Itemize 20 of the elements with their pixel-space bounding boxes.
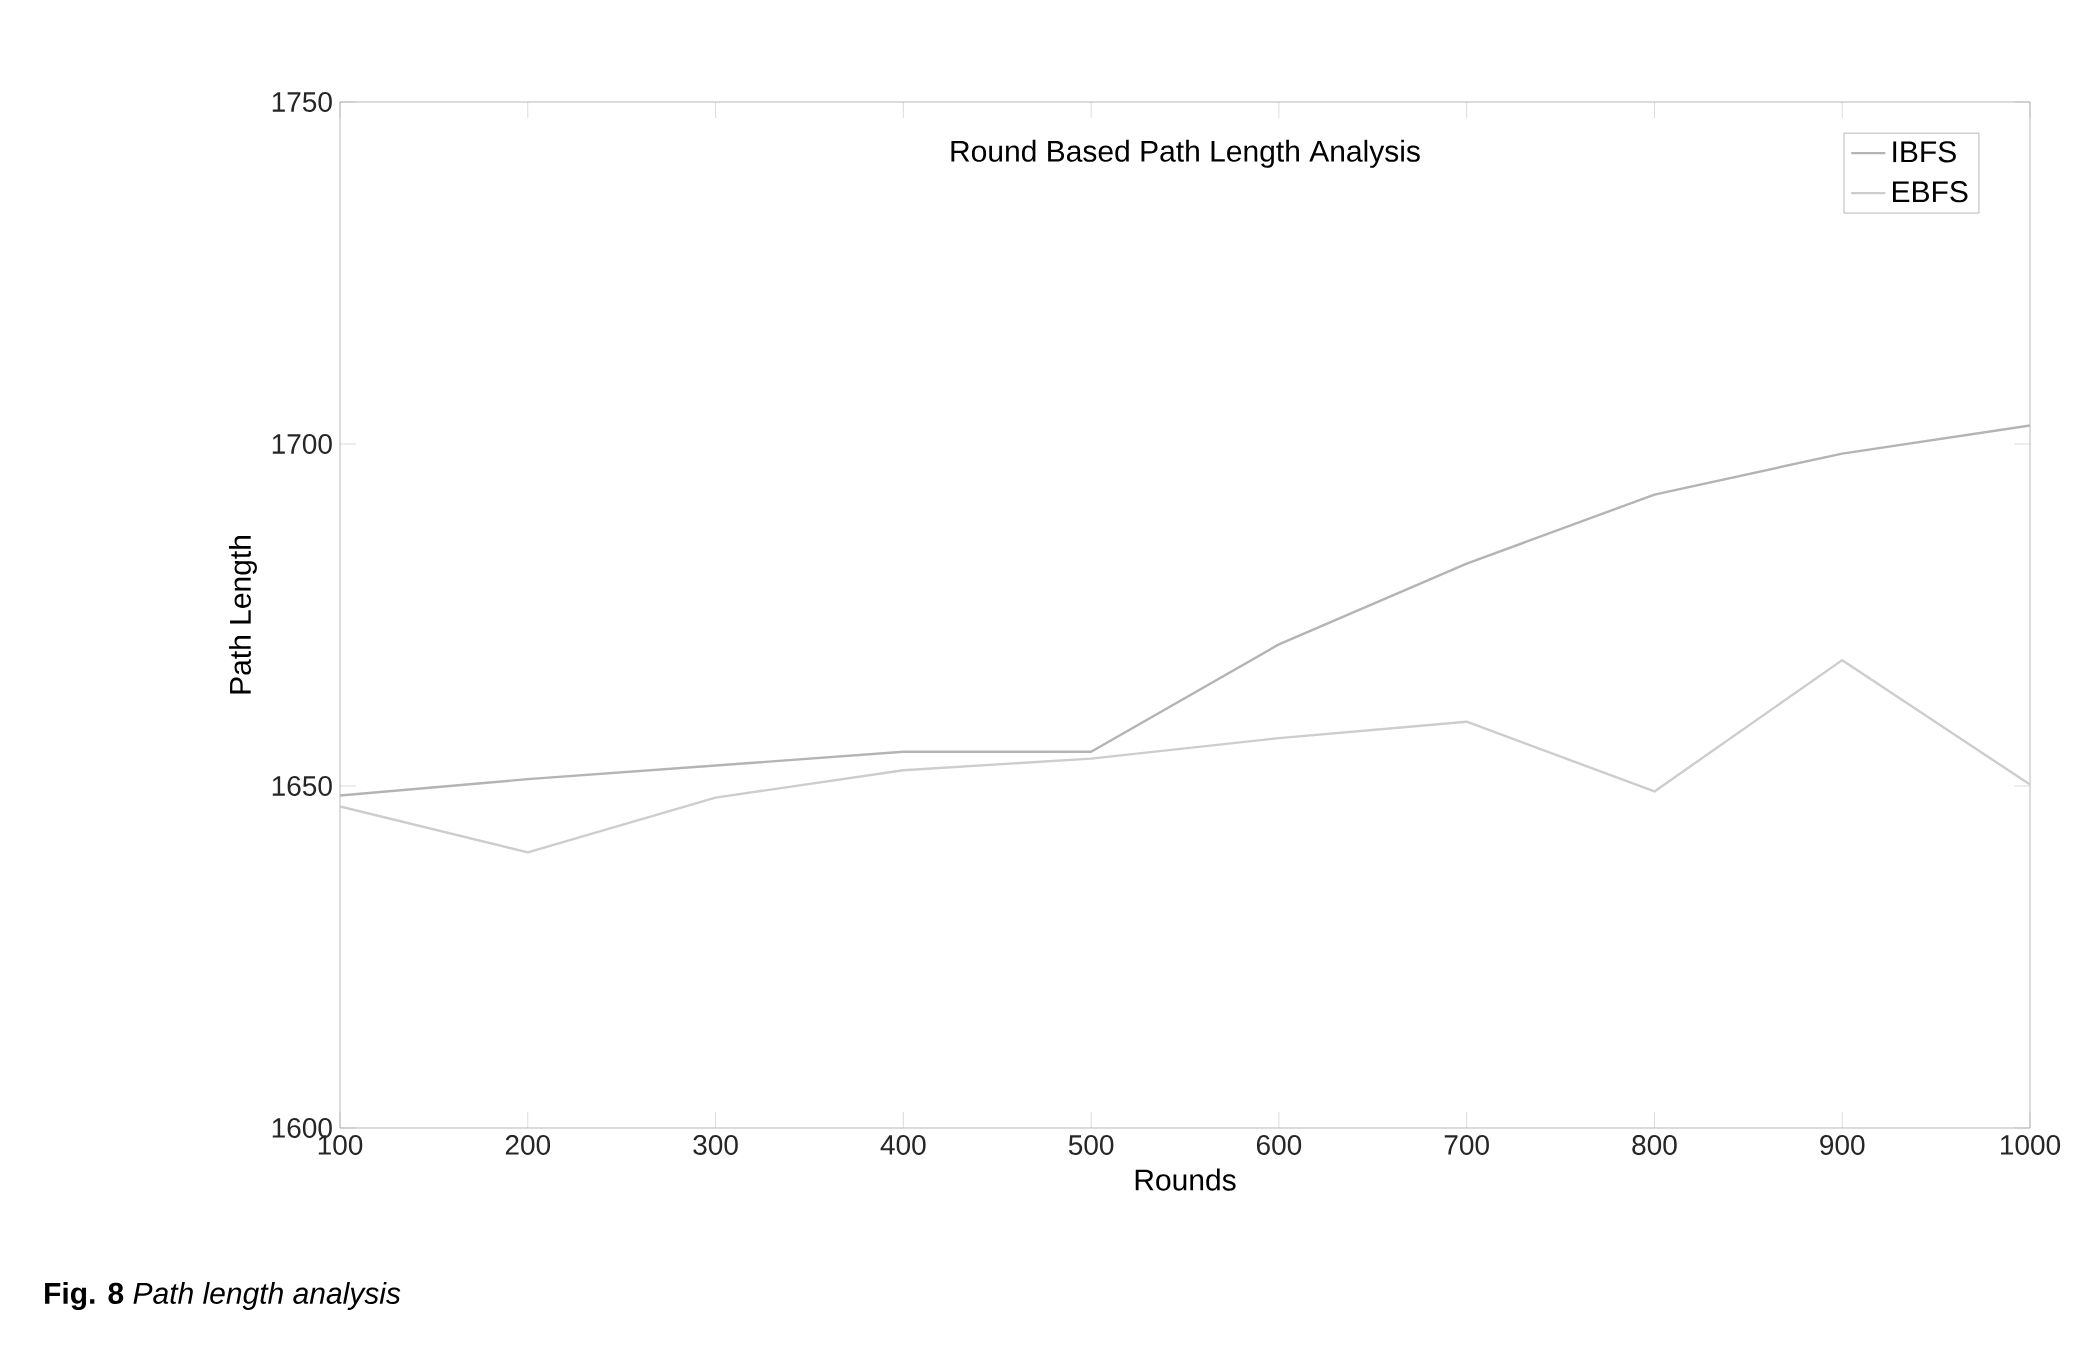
- y-tick-label: 1750: [272, 92, 332, 112]
- y-tick-label: 1700: [272, 434, 332, 454]
- x-tick-label: 500: [1068, 1135, 1114, 1155]
- x-tick-label: 200: [505, 1135, 551, 1155]
- x-axis-title: Rounds: [1135, 1168, 1236, 1191]
- y-axis-title: Path Length: [228, 536, 257, 694]
- text: Round Based Path Length Analysis: [951, 139, 1420, 168]
- text: Fig. 8 Path length analysis: [45, 1281, 401, 1311]
- x-tick-label: 400: [880, 1135, 926, 1155]
- x-tick-label: 1000: [2000, 1135, 2061, 1155]
- legend-label: EBFS: [1893, 181, 1968, 203]
- line-series: [340, 658, 2030, 854]
- x-tick-label: 900: [1820, 1135, 1865, 1155]
- x-tick-label: 700: [1444, 1135, 1489, 1155]
- x-tick-label: 600: [1256, 1135, 1302, 1155]
- x-tick-label: 300: [693, 1135, 738, 1155]
- legend-label: IBFS: [1893, 141, 1956, 163]
- y-tick-label: 1650: [272, 776, 332, 796]
- line-series: [340, 424, 2030, 797]
- x-tick-label: 800: [1632, 1135, 1677, 1155]
